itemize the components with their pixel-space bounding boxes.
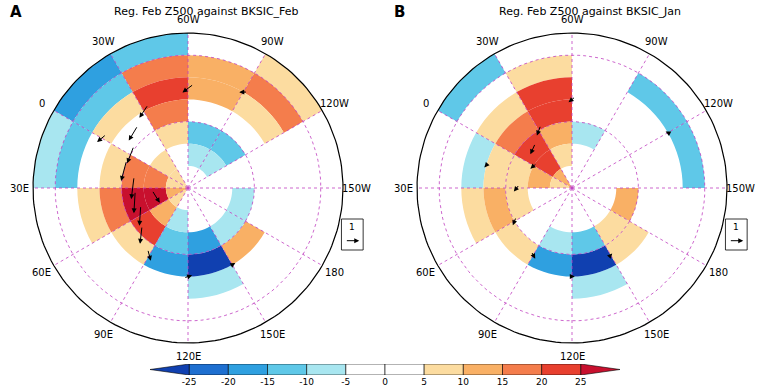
svg-text:10: 10 <box>458 377 470 387</box>
svg-text:60W: 60W <box>177 14 200 25</box>
svg-text:-10: -10 <box>299 377 314 387</box>
svg-text:90W: 90W <box>645 36 668 47</box>
svg-text:30E: 30E <box>394 183 413 194</box>
svg-text:30W: 30W <box>476 36 499 47</box>
svg-text:150W: 150W <box>726 183 755 194</box>
svg-text:-25: -25 <box>182 377 197 387</box>
svg-text:180: 180 <box>325 267 344 278</box>
svg-text:30E: 30E <box>10 183 29 194</box>
svg-text:90E: 90E <box>478 329 497 340</box>
svg-text:90W: 90W <box>261 36 284 47</box>
svg-text:Reg. Feb Z500 against BKSIC_Ja: Reg. Feb Z500 against BKSIC_Jan <box>499 5 681 18</box>
svg-text:0: 0 <box>39 98 45 109</box>
svg-text:60E: 60E <box>416 267 435 278</box>
svg-text:150W: 150W <box>342 183 371 194</box>
svg-text:120E: 120E <box>176 351 201 362</box>
svg-text:180: 180 <box>709 267 728 278</box>
svg-text:5: 5 <box>421 377 427 387</box>
svg-text:20: 20 <box>536 377 548 387</box>
svg-text:60W: 60W <box>561 14 584 25</box>
svg-text:A: A <box>10 3 22 21</box>
svg-text:120E: 120E <box>560 351 585 362</box>
svg-text:B: B <box>394 3 405 21</box>
svg-text:25: 25 <box>575 377 586 387</box>
svg-text:-20: -20 <box>221 377 236 387</box>
svg-text:1: 1 <box>733 222 739 232</box>
svg-text:90E: 90E <box>94 329 113 340</box>
svg-text:120W: 120W <box>704 98 733 109</box>
svg-text:-15: -15 <box>260 377 275 387</box>
svg-text:Reg. Feb Z500 against BKSIC_Fe: Reg. Feb Z500 against BKSIC_Feb <box>114 5 299 18</box>
svg-text:30W: 30W <box>92 36 115 47</box>
svg-text:0: 0 <box>423 98 429 109</box>
svg-text:150E: 150E <box>260 329 285 340</box>
svg-text:-5: -5 <box>341 377 350 387</box>
svg-text:60E: 60E <box>32 267 51 278</box>
svg-text:120W: 120W <box>320 98 349 109</box>
svg-text:1: 1 <box>349 222 355 232</box>
svg-text:15: 15 <box>497 377 508 387</box>
svg-text:0: 0 <box>382 377 388 387</box>
svg-text:150E: 150E <box>644 329 669 340</box>
